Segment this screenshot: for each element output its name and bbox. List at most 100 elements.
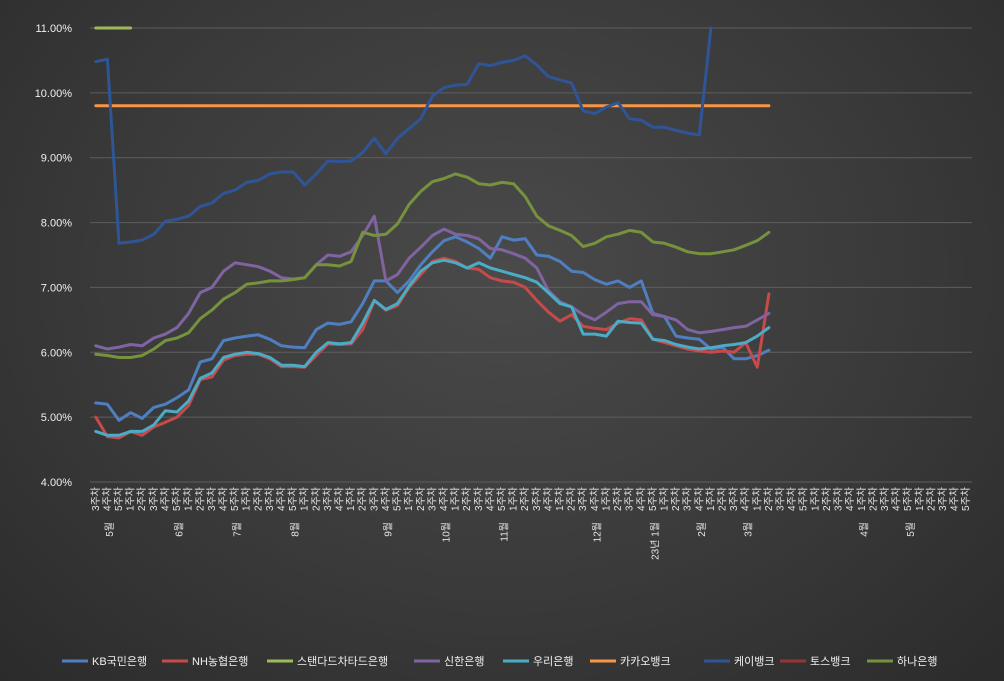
series-line [94,214,771,351]
x-tick-label: 2주차 [716,487,728,511]
legend: KB국민은행 NH농협은행 스탠다드차타드은행 신한은행 우리은행 카카오뱅크 케이뱅크 토스… [62,654,937,668]
x-tick-label: 3주차 [148,487,160,511]
x-tick-label: 3주차 [473,487,485,511]
x-tick-label: 1주차 [914,487,926,511]
x-tick-label: 5주차 [171,487,183,511]
series-3 [94,214,771,351]
x-tick-label: 3주차 [577,487,589,511]
y-tick-label: 8.00% [41,218,72,230]
series-1 [94,256,771,440]
legend-item: 신한은행 [414,655,484,668]
series-line [94,258,771,437]
x-tick-label: 3주차 [531,487,543,511]
x-tick-label: 2주차 [867,487,879,511]
x-tick-label: 5주차 [902,487,914,511]
x-tick-label: 4주차 [159,487,171,511]
x-tick-label: 4주차 [334,487,346,511]
x-tick-label: 4주차 [484,487,496,511]
y-tick-label: 4.00% [41,477,72,489]
x-tick-label: 3주차 [624,487,636,511]
x-tick-label: 2주차 [763,487,775,511]
legend-item: 스탠다드차타드은행 [267,655,388,668]
legend-item: 케이뱅크 [704,655,774,668]
x-tick-label: 3주차 [322,487,334,511]
y-axis: 4.00% 5.00% 6.00% 7.00% 8.00% 9.00% 10.00% 11.0… [35,23,73,489]
x-tick-label: 2주차 [925,487,937,511]
legend-label: NH농협은행 [192,655,248,668]
gridlines [90,27,972,483]
x-tick-label: 3주차 [682,487,694,511]
x-month-label: 11월 [499,522,511,542]
y-tick-label: 7.00% [41,282,72,294]
x-tick-label: 4주차 [380,487,392,511]
legend-label: 토스뱅크 [810,655,850,668]
x-tick-label: 3주차 [728,487,740,511]
x-month-label: 9월 [383,522,395,537]
x-tick-label: 3주차 [879,487,891,511]
x-tick-label: 1주차 [658,487,670,511]
x-tick-label: 3주차 [937,487,949,511]
y-tick-label: 5.00% [41,412,72,424]
x-tick-label: 1주차 [600,487,612,511]
x-month-label: 7월 [232,522,244,537]
x-tick-label: 1주차 [299,487,311,511]
series-line [94,172,771,359]
y-tick-label: 6.00% [41,347,72,359]
x-tick-label: 4주차 [693,487,705,511]
x-tick-label: 1주차 [554,487,566,511]
x-month-label: 6월 [174,522,186,537]
x-tick-label: 3주차 [775,487,787,511]
x-tick-label: 5주차 [392,487,404,511]
legend-label: 우리은행 [533,655,573,668]
x-tick-label: 1주차 [241,487,253,511]
x-tick-label: 5주차 [647,487,659,511]
series-line [94,26,713,245]
x-tick-label: 2주차 [821,487,833,511]
x-tick-label: 5주차 [287,487,299,511]
x-tick-label: 4주차 [844,487,856,511]
x-tick-label: 1주차 [856,487,868,511]
legend-item: KB국민은행 [62,655,147,668]
series-lines [94,26,771,440]
y-tick-label: 11.00% [36,23,73,35]
x-tick-label: 2주차 [566,487,578,511]
x-tick-label: 5주차 [496,487,508,511]
x-month-label: 10월 [441,522,453,542]
x-tick-label: 1주차 [403,487,415,511]
x-month-label: 8월 [290,522,302,537]
x-tick-label: 3주차 [426,487,438,511]
legend-item: 우리은행 [503,655,573,668]
x-tick-label: 4주차 [589,487,601,511]
x-tick-label: 3주차 [833,487,845,511]
x-tick-label: 1주차 [450,487,462,511]
x-tick-label: 2주차 [519,487,531,511]
x-tick-label: 5주차 [113,487,125,511]
legend-item: 카카오뱅크 [590,655,671,668]
legend-label: 카카오뱅크 [620,655,671,668]
x-tick-label: 2주차 [194,487,206,511]
x-tick-label: 5주차 [798,487,810,511]
x-tick-label: 4주차 [217,487,229,511]
x-tick-label: 2주차 [670,487,682,511]
x-tick-label: 1주차 [751,487,763,511]
x-tick-label: 2주차 [252,487,264,511]
x-month-label: 12월 [591,522,603,542]
x-tick-label: 4주차 [635,487,647,511]
x-tick-label: 4주차 [542,487,554,511]
y-tick-label: 10.00% [35,88,73,100]
x-axis: 3주차 4주차 5주차 1주차 2주차 3주차 4주차 5주차 1주차 2주차 3주차 4주차 5주차 1… [90,487,972,560]
x-month-label: 5월 [104,522,116,537]
x-tick-label: 3주차 [90,487,102,511]
series-line [94,256,771,440]
x-tick-label: 4주차 [740,487,752,511]
x-month-label: 23년 1월 [649,522,661,560]
legend-label: 케이뱅크 [734,655,774,668]
x-tick-label: 3주차 [206,487,218,511]
x-tick-label: 2주차 [136,487,148,511]
x-tick-label: 2주차 [415,487,427,511]
x-tick-label: 4주차 [438,487,450,511]
series-8 [94,172,771,359]
x-month-label: 2월 [696,522,708,537]
x-tick-label: 5주차 [960,487,972,511]
